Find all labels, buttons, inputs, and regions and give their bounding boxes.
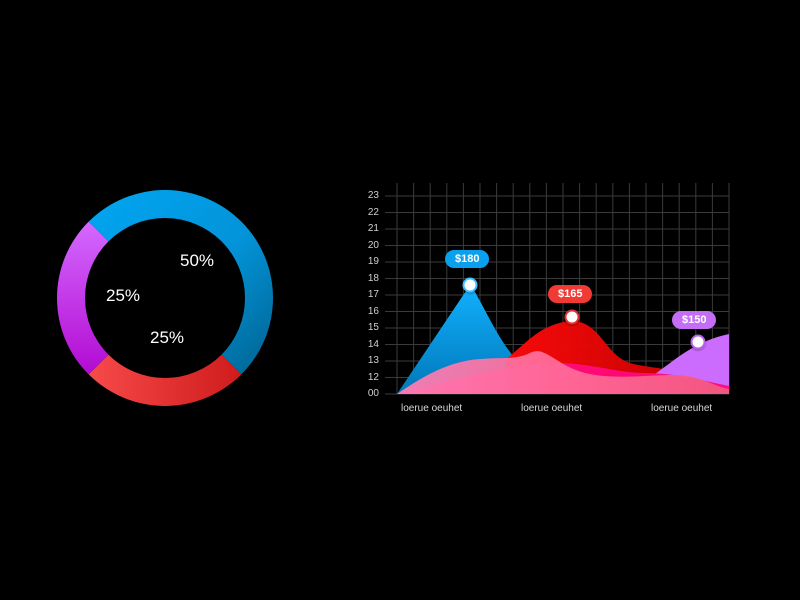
y-tick: 17 [367, 289, 379, 300]
marker-red[interactable] [564, 309, 580, 325]
callout-red: $165 [548, 285, 593, 303]
y-tick: 23 [367, 190, 379, 201]
donut-label-red: 25% [150, 328, 185, 347]
marker-blue[interactable] [462, 277, 478, 293]
x-tick: loerue oeuhet [521, 403, 583, 414]
donut-slice-blue[interactable] [88, 190, 273, 375]
area-chart: 23 22 21 20 19 18 17 16 15 14 13 12 00 l… [355, 175, 745, 420]
x-tick: loerue oeuhet [401, 403, 463, 414]
donut-label-blue: 50% [180, 251, 215, 270]
y-tick: 21 [367, 223, 379, 234]
y-tick: 19 [367, 256, 379, 267]
donut-slice-purple[interactable] [57, 221, 109, 375]
x-tick: loerue oeuhet [651, 403, 713, 414]
donut-chart: 50% 25% 25% [57, 190, 273, 406]
y-tick: 16 [367, 305, 379, 317]
y-tick: 22 [367, 206, 379, 218]
y-tick: 13 [367, 355, 379, 366]
callout-purple: $150 [672, 311, 717, 329]
y-tick: 18 [367, 272, 379, 284]
y-tick: 12 [367, 371, 379, 383]
y-tick: 20 [367, 239, 379, 251]
callout-blue: $180 [445, 250, 490, 268]
donut-slice-red[interactable] [88, 354, 242, 406]
marker-purple[interactable] [690, 334, 706, 350]
area-svg [385, 183, 730, 395]
donut-label-purple: 25% [106, 286, 141, 305]
y-tick: 00 [367, 388, 379, 399]
donut-svg [57, 190, 273, 406]
y-tick: 15 [367, 322, 379, 333]
y-tick: 14 [367, 338, 379, 350]
area-series-pink[interactable] [397, 351, 729, 394]
